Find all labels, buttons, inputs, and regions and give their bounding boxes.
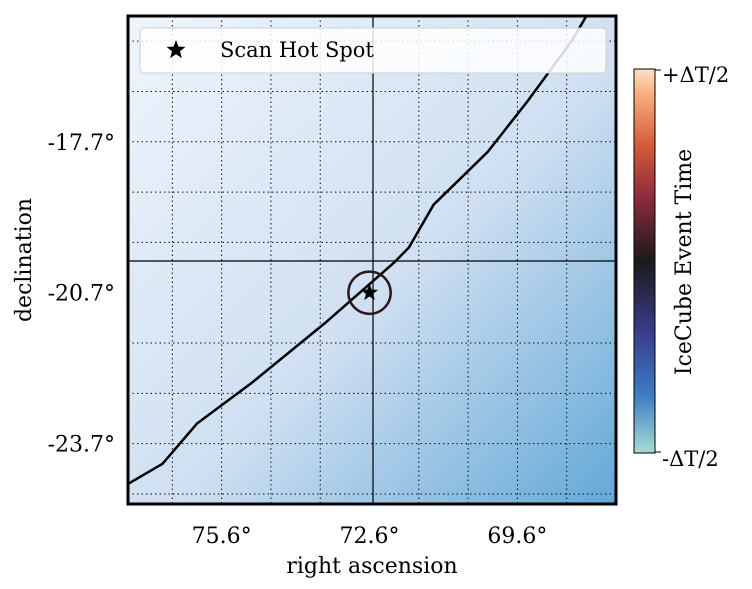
texture-line: [352, 240, 616, 504]
texture-line: [128, 16, 442, 330]
colorbar-top-label: +ΔT/2: [662, 63, 729, 87]
texture-line: [377, 265, 616, 504]
legend-box: [139, 27, 607, 74]
plot-background: [128, 16, 616, 504]
texture-line: [177, 65, 616, 504]
plot-frame: [126, 14, 618, 506]
texture-line: [128, 16, 616, 504]
x-tick-label: 72.6°: [340, 524, 400, 549]
y-axis-label: declination: [12, 198, 37, 322]
texture-line: [128, 16, 267, 155]
texture-line: [252, 140, 616, 504]
texture-line: [502, 390, 616, 504]
texture-line: [128, 16, 542, 430]
texture-line: [128, 16, 292, 180]
texture-line: [277, 165, 616, 504]
hot-spot-star: [360, 283, 379, 300]
colorbar: +ΔT/2 -ΔT/2 IceCube Event Time: [633, 63, 729, 471]
colorbar-title: IceCube Event Time: [672, 149, 697, 375]
texture-line: [728, 16, 752, 504]
texture-line: [202, 90, 616, 504]
colorbar-bottom-label: -ΔT/2: [662, 447, 719, 471]
legend: Scan Hot Spot: [139, 27, 607, 74]
error-circle: [347, 270, 392, 316]
x-tick-label: 75.6°: [192, 524, 252, 549]
x-tick-label: 69.6°: [487, 524, 547, 549]
texture-line: [128, 16, 567, 455]
y-tick-labels: -17.7° -20.7° -23.7°: [48, 131, 115, 458]
texture-line: [327, 215, 616, 504]
texture-line: [703, 16, 752, 504]
texture-line: [128, 16, 217, 105]
texture-line: [227, 115, 616, 504]
texture-line: [477, 365, 616, 504]
texture-line: [427, 315, 616, 504]
texture-line: [128, 16, 317, 205]
texture-line: [128, 16, 592, 480]
y-tick-label: -17.7°: [48, 131, 115, 156]
legend-label: Scan Hot Spot: [220, 38, 374, 62]
texture-line: [128, 16, 517, 405]
texture-line: [452, 340, 616, 504]
x-tick-labels: 75.6° 72.6° 69.6°: [192, 524, 548, 549]
x-axis-label: right ascension: [286, 554, 457, 579]
texture-line: [653, 16, 752, 504]
texture-line: [128, 16, 242, 130]
texture-line: [128, 16, 342, 230]
texture-line: [128, 16, 367, 255]
galactic-plane-line: [128, 16, 588, 485]
texture-line: [302, 190, 616, 504]
texture-line: [527, 415, 616, 504]
y-tick-label: -23.7°: [48, 433, 115, 458]
texture-line: [402, 290, 616, 504]
y-tick-label: -20.7°: [48, 282, 115, 307]
texture-line: [128, 16, 492, 380]
colorbar-gradient: [633, 68, 656, 454]
texture-line: [128, 16, 392, 280]
legend-star-icon: [166, 40, 186, 59]
